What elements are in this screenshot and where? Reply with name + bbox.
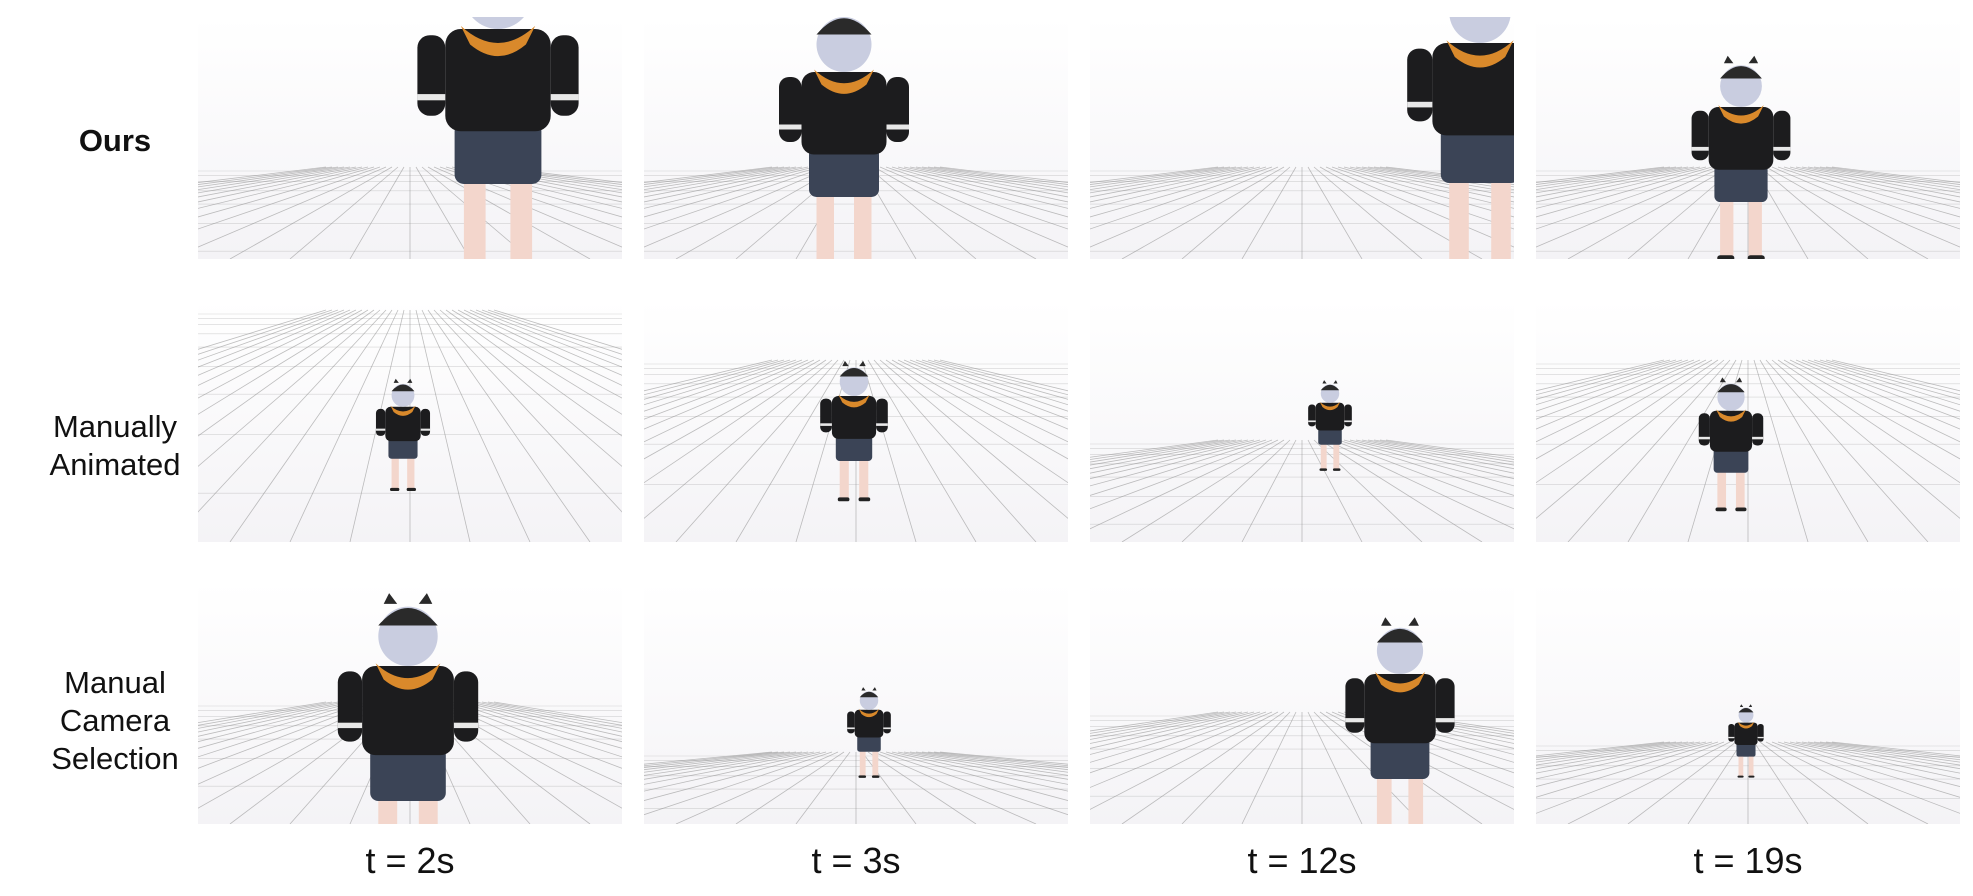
- row-label-line: Selection: [51, 741, 179, 776]
- time-label-4: t = 19s: [1693, 840, 1803, 881]
- floor-grid: [198, 309, 622, 542]
- floor-grid: [1536, 741, 1960, 824]
- row-label-manually-animated: Manually Animated: [0, 408, 230, 484]
- video-frame-back-view-small: [198, 300, 622, 542]
- floor-grid: [644, 751, 1068, 824]
- video-frame-walking-small: [1536, 300, 1960, 542]
- video-frame-back-view-closeup: [198, 582, 622, 824]
- character-figure: [337, 593, 479, 824]
- video-frame-side-cropped-right: [1090, 17, 1514, 259]
- character-figure: [779, 17, 909, 259]
- row-label-line: Manual: [64, 665, 166, 700]
- video-frame-front-full-small: [1536, 17, 1960, 259]
- character-figure: [1308, 380, 1352, 471]
- video-frame-tiny-figure: [1090, 300, 1514, 542]
- video-frame-front-arms-out-small: [644, 300, 1068, 542]
- floor-grid: [1090, 439, 1514, 542]
- character-figure: [1698, 377, 1764, 512]
- time-label-1: t = 2s: [365, 840, 455, 881]
- row-label-manual-camera-selection: Manual Camera Selection: [0, 664, 230, 778]
- video-frame-side-medium: [1090, 582, 1514, 824]
- character-figure: [847, 687, 891, 778]
- character-figure: [1407, 17, 1514, 259]
- row-label-line: Ours: [78, 123, 152, 158]
- character-figure: [1691, 55, 1791, 259]
- character-figure: [1345, 617, 1455, 824]
- character-figure: [375, 378, 431, 492]
- character-figure: [417, 17, 579, 259]
- row-label-line: Camera: [59, 703, 171, 738]
- time-label-3: t = 12s: [1247, 840, 1357, 881]
- floor-grid: [1536, 359, 1960, 542]
- video-frame-back-view-large: [198, 17, 622, 259]
- row-label-ours: Ours: [0, 122, 230, 160]
- video-frame-front-arms-out: [644, 17, 1068, 259]
- row-label-line: Animated: [49, 447, 181, 482]
- video-frame-front-tiny-far: [1536, 582, 1960, 824]
- character-figure: [1728, 704, 1764, 778]
- floor-grid: [198, 166, 622, 259]
- time-label-2: t = 3s: [811, 840, 901, 881]
- video-frame-front-tiny: [644, 582, 1068, 824]
- row-label-line: Manually: [52, 409, 178, 444]
- character-figure: [820, 360, 888, 502]
